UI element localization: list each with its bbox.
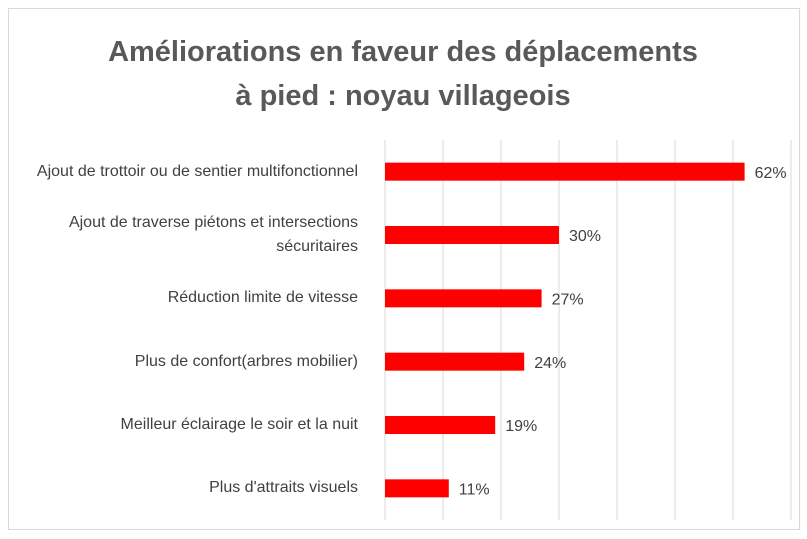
chart-title: Améliorations en faveur des déplacements… <box>108 36 698 112</box>
data-label: 24% <box>534 355 566 372</box>
bar <box>385 289 542 308</box>
bar <box>385 352 525 371</box>
bar <box>385 162 745 181</box>
data-label: 19% <box>505 418 537 435</box>
y-tick-label: Ajout de trottoir ou de sentier multifon… <box>36 162 358 180</box>
y-tick-label: Plus d'attraits visuels <box>209 479 358 497</box>
data-label: 11% <box>459 482 490 499</box>
y-tick-label: Plus de confort(arbres mobilier) <box>134 352 358 370</box>
chart-border <box>8 8 800 530</box>
data-label: 30% <box>569 228 601 245</box>
bar <box>385 226 559 244</box>
y-tick-label: Réduction limite de vitesse <box>167 289 358 307</box>
y-tick-label: Meilleur éclairage le soir et la nuit <box>120 416 358 433</box>
data-label: 27% <box>552 292 584 309</box>
bar <box>385 479 449 498</box>
y-tick-label: Ajout de traverse piétons et intersectio… <box>68 214 358 255</box>
bar <box>385 416 496 434</box>
data-label: 62% <box>755 165 787 182</box>
